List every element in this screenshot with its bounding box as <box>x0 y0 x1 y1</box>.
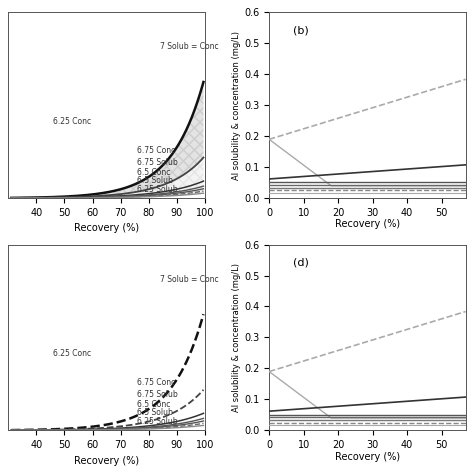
Text: 6.5 Conc: 6.5 Conc <box>137 400 171 409</box>
Text: 7 Solub = Conc: 7 Solub = Conc <box>160 274 219 283</box>
Text: 6.5 Conc: 6.5 Conc <box>137 168 171 177</box>
Y-axis label: Al solubility & concentration (mg/L): Al solubility & concentration (mg/L) <box>232 263 241 412</box>
X-axis label: Recovery (%): Recovery (%) <box>74 456 139 465</box>
X-axis label: Recovery (%): Recovery (%) <box>74 223 139 233</box>
X-axis label: Recovery (%): Recovery (%) <box>335 219 400 229</box>
Text: 6.5 Solub: 6.5 Solub <box>137 409 173 418</box>
Text: 6.25 Solub: 6.25 Solub <box>137 185 178 194</box>
X-axis label: Recovery (%): Recovery (%) <box>335 452 400 462</box>
Text: (d): (d) <box>293 257 309 267</box>
Text: 7 Solub = Conc: 7 Solub = Conc <box>160 42 219 51</box>
Text: 6.25 Conc: 6.25 Conc <box>53 117 91 126</box>
Text: 6.25 Solub: 6.25 Solub <box>137 418 178 427</box>
Text: (b): (b) <box>293 25 309 36</box>
Text: 6.5 Solub: 6.5 Solub <box>137 176 173 185</box>
Text: 6.75 Conc: 6.75 Conc <box>137 146 176 155</box>
Text: 6.25 Conc: 6.25 Conc <box>53 349 91 358</box>
Text: 6.75 Solub: 6.75 Solub <box>137 157 178 166</box>
Text: 6.75 Solub: 6.75 Solub <box>137 390 178 399</box>
Y-axis label: Al solubility & concentration (mg/L): Al solubility & concentration (mg/L) <box>232 31 241 180</box>
Text: 6.75 Conc: 6.75 Conc <box>137 378 176 387</box>
